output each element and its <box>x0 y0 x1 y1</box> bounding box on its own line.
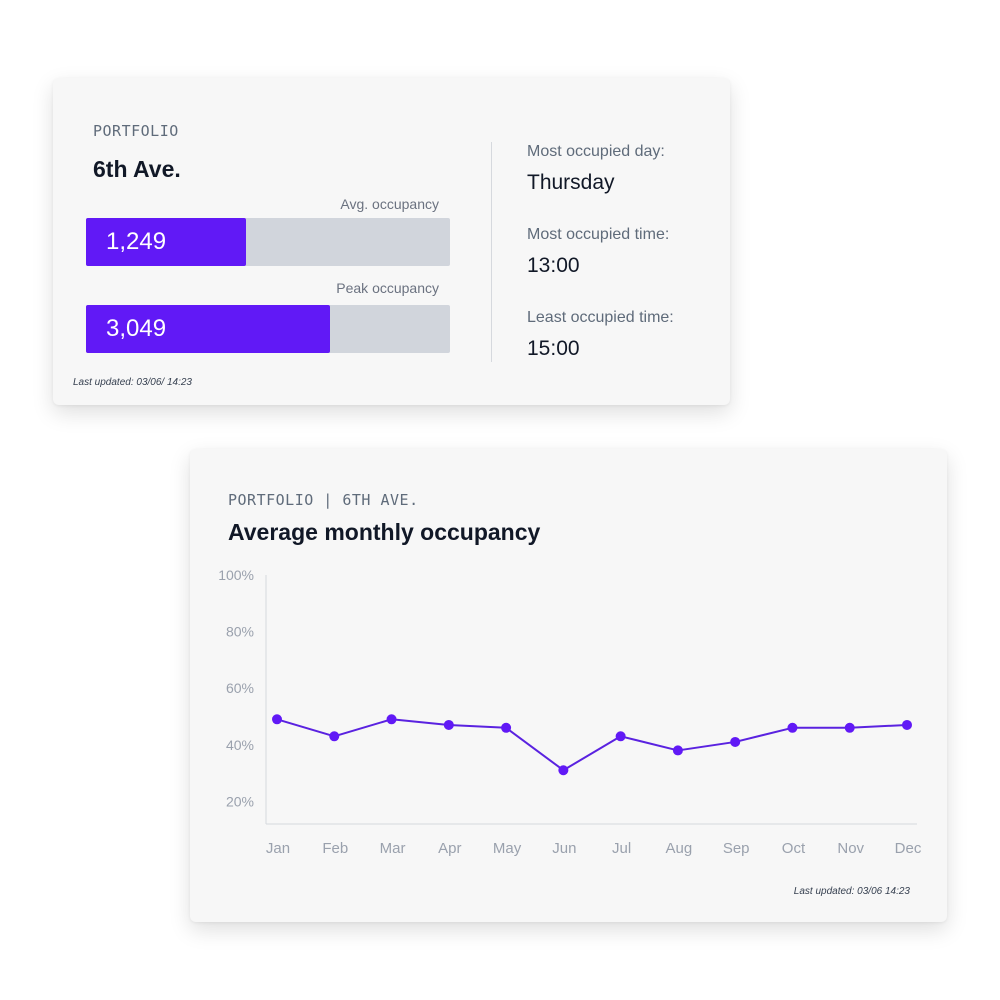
x-tick-label: Feb <box>322 840 348 857</box>
vertical-divider <box>491 142 492 362</box>
chart-last-updated-text: Last updated: 03/06 14:23 <box>793 886 910 897</box>
y-axis-ticks: 100% 80% 60% 40% 20% <box>218 567 254 809</box>
data-point-oct <box>787 722 798 733</box>
avg-occupancy-fill: 1,249 <box>86 218 247 266</box>
most-occupied-day-label: Most occupied day: <box>527 143 665 160</box>
occupancy-series-line <box>276 718 908 772</box>
peak-occupancy-bar: 3,049 <box>86 305 450 353</box>
monthly-occupancy-card: PORTFOLIO | 6TH AVE. Average monthly occ… <box>190 449 947 922</box>
data-point-aug <box>672 745 683 756</box>
peak-occupancy-fill: 3,049 <box>86 305 330 353</box>
data-point-mar <box>386 714 397 725</box>
x-tick-label: Jun <box>552 840 576 857</box>
x-tick-label: Oct <box>782 840 806 857</box>
y-tick-label: 60% <box>226 680 254 696</box>
peak-occupancy-label: Peak occupancy <box>336 280 439 296</box>
occupancy-line-chart: 100% 80% 60% 40% 20% Jan Feb Mar Apr May Jun Jul Au… <box>218 567 922 857</box>
y-tick-label: 40% <box>226 737 254 753</box>
peak-occupancy-value: 3,049 <box>106 315 167 342</box>
data-point-apr <box>443 719 454 730</box>
data-point-jun <box>558 765 569 776</box>
chart-title: Average monthly occupancy <box>228 519 541 545</box>
x-tick-label: Aug <box>666 840 693 857</box>
most-occupied-day-value: Thursday <box>527 171 615 194</box>
avg-occupancy-value: 1,249 <box>106 228 167 255</box>
data-point-sep <box>730 736 741 747</box>
data-point-may <box>501 722 512 733</box>
x-axis-ticks: Jan Feb Mar Apr May Jun Jul Aug Sep Oct Nov Dec <box>266 840 922 857</box>
data-point-jan <box>272 714 282 725</box>
least-occupied-time-value: 15:00 <box>527 337 580 360</box>
chart-eyebrow: PORTFOLIO | 6TH AVE. <box>228 491 419 509</box>
location-title: 6th Ave. <box>93 156 181 182</box>
x-tick-label: May <box>493 840 522 857</box>
y-tick-label: 20% <box>226 793 254 809</box>
most-occupied-time-value: 13:00 <box>527 254 580 277</box>
y-tick-label: 100% <box>218 567 254 583</box>
most-occupied-time-label: Most occupied time: <box>527 226 670 243</box>
least-occupied-time-label: Least occupied time: <box>527 309 674 326</box>
x-tick-label: Mar <box>380 840 406 857</box>
x-tick-label: Nov <box>837 840 864 857</box>
x-tick-label: Jan <box>266 840 290 857</box>
y-tick-label: 80% <box>226 624 254 640</box>
last-updated-text: Last updated: 03/06/ 14:23 <box>73 377 192 388</box>
data-point-dec <box>902 719 912 730</box>
occupancy-data-points <box>272 714 912 776</box>
x-tick-label: Sep <box>723 840 750 857</box>
occupancy-summary-card: PORTFOLIO 6th Ave. Avg. occupancy 1,249 … <box>53 78 730 405</box>
data-point-nov <box>844 722 855 733</box>
avg-occupancy-label: Avg. occupancy <box>340 196 439 212</box>
data-point-feb <box>329 731 340 742</box>
x-tick-label: Dec <box>895 840 922 857</box>
portfolio-eyebrow: PORTFOLIO <box>93 122 179 140</box>
x-tick-label: Apr <box>438 840 461 857</box>
x-tick-label: Jul <box>612 840 631 857</box>
data-point-jul <box>615 731 626 742</box>
avg-occupancy-bar: 1,249 <box>86 218 450 266</box>
